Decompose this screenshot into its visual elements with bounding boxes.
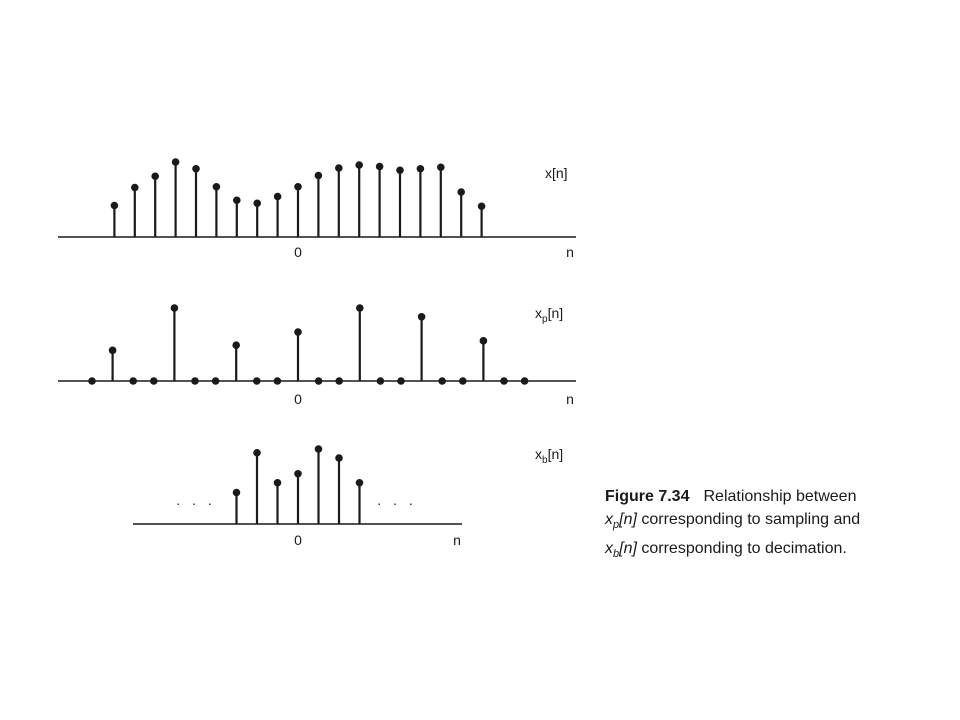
caption-line-2: xp[n] corresponding to sampling and — [605, 508, 935, 537]
caption-text-1: Relationship between — [703, 488, 857, 505]
caption-text-3: corresponding to decimation. — [636, 540, 847, 558]
sample-dot — [212, 182, 221, 191]
sample-dot — [191, 377, 199, 385]
sample-dot — [108, 346, 117, 355]
sample-dot — [170, 304, 179, 312]
sample-dot — [131, 183, 139, 192]
sample-dot — [253, 199, 261, 208]
stem-plot-1: 0 n x[n] — [58, 158, 576, 260]
sample-dot — [437, 163, 445, 172]
sample-dot — [294, 469, 302, 478]
sample-dot — [88, 377, 96, 385]
sample-dot — [314, 445, 323, 453]
ellipsis-left: . . . — [176, 492, 215, 508]
signal-label: xp[n] — [535, 305, 563, 325]
sample-dot — [396, 166, 404, 175]
sample-dot — [314, 171, 323, 180]
ellipsis-right: . . . — [377, 492, 416, 508]
sample-dot — [252, 377, 261, 385]
sample-dot — [294, 328, 302, 336]
sample-dot — [129, 377, 137, 385]
caption-xb-symbol: x — [605, 540, 613, 558]
sample-dot — [232, 341, 240, 350]
sample-dot — [232, 488, 241, 497]
figure-label: Figure 7.34 — [605, 488, 690, 505]
sample-dot — [335, 377, 344, 385]
sample-dot — [457, 188, 466, 196]
sample-dot — [192, 164, 200, 173]
sample-dot — [335, 454, 343, 462]
figure-caption: Figure 7.34 Relationship between xp[n] co… — [605, 485, 935, 566]
caption-text-2: corresponding to sampling and — [636, 511, 861, 528]
sample-dot — [355, 161, 364, 169]
sample-dot — [459, 377, 467, 385]
sample-dot — [416, 164, 425, 173]
sample-dot — [314, 377, 323, 385]
sample-dot — [376, 377, 385, 385]
sample-dot — [500, 377, 508, 385]
sample-dot — [477, 202, 486, 211]
sample-dot — [294, 182, 302, 191]
caption-line-3: xb[n] corresponding to decimation. — [605, 537, 935, 566]
axis-label-n: n — [453, 532, 461, 548]
caption-xp-argument: [n] — [619, 511, 637, 528]
sample-dot — [233, 196, 241, 205]
sample-dot — [397, 377, 405, 385]
sample-dot — [110, 201, 119, 210]
sample-dot — [417, 312, 426, 321]
signal-label: xb[n] — [535, 446, 563, 466]
sample-dot — [438, 377, 447, 385]
caption-xp-subscript: p — [613, 519, 620, 532]
caption-line-1: Figure 7.34 Relationship between — [605, 485, 935, 508]
sample-dot — [375, 162, 384, 171]
sample-dot — [335, 164, 343, 172]
sample-dot — [253, 448, 261, 457]
axis-label-n: n — [566, 244, 574, 260]
sample-dot — [273, 377, 282, 385]
stem-plot-2: 0 n xp[n] — [58, 304, 576, 407]
origin-label: 0 — [294, 532, 302, 548]
sample-dot — [211, 377, 220, 385]
signal-label: x[n] — [545, 165, 568, 181]
sample-dot — [150, 377, 158, 385]
sample-dot — [273, 478, 282, 487]
caption-xb-argument: [n] — [619, 540, 637, 558]
sample-dot — [151, 172, 159, 181]
origin-label: 0 — [294, 244, 302, 260]
stem-plot-3: 0 n xb[n] . . . . . . — [133, 445, 563, 548]
caption-xp-symbol: x — [605, 511, 613, 528]
caption-xb-subscript: b — [613, 548, 620, 561]
sample-dot — [356, 304, 364, 312]
sample-dot — [171, 158, 180, 166]
axis-label-n: n — [566, 391, 574, 407]
sample-dot — [520, 377, 529, 385]
sample-dot — [355, 478, 364, 487]
sample-dot — [273, 192, 282, 201]
sample-dot — [479, 337, 488, 345]
origin-label: 0 — [294, 391, 302, 407]
